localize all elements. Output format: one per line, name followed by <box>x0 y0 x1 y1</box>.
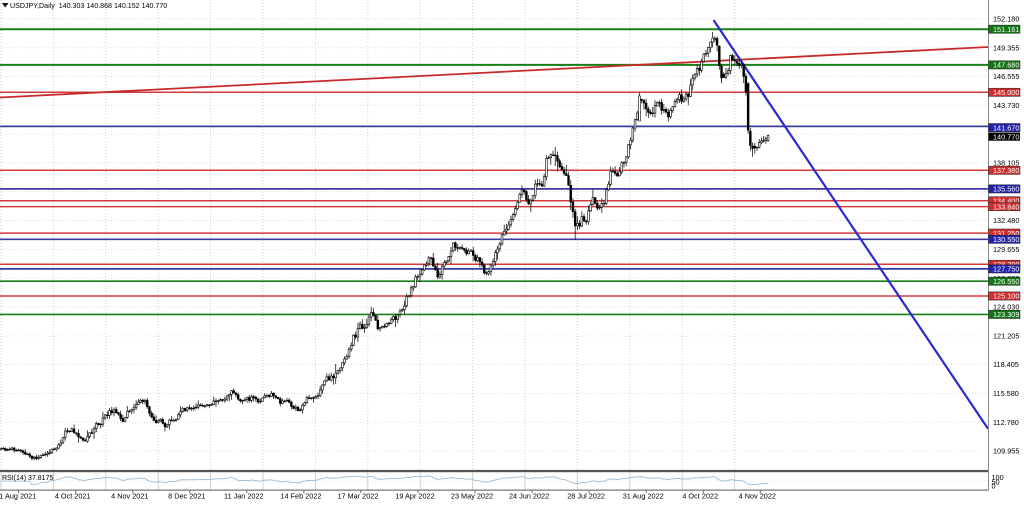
svg-text:17 Mar 2022: 17 Mar 2022 <box>337 492 378 501</box>
svg-text:134.400: 134.400 <box>993 197 1019 206</box>
svg-text:109.955: 109.955 <box>993 447 1019 456</box>
svg-text:115.580: 115.580 <box>993 389 1019 398</box>
svg-text:123.309: 123.309 <box>993 310 1019 319</box>
svg-text:31 Aug 2021: 31 Aug 2021 <box>0 492 36 501</box>
svg-text:130.550: 130.550 <box>993 235 1019 244</box>
svg-text:129.655: 129.655 <box>993 245 1019 254</box>
svg-text:140.770: 140.770 <box>993 132 1019 141</box>
svg-text:137.380: 137.380 <box>993 166 1019 175</box>
svg-text:151.161: 151.161 <box>993 25 1019 34</box>
svg-text:146.555: 146.555 <box>993 72 1019 81</box>
svg-text:118.405: 118.405 <box>993 360 1019 369</box>
svg-text:4 Nov 2021: 4 Nov 2021 <box>111 492 148 501</box>
svg-text:8 Dec 2021: 8 Dec 2021 <box>168 492 205 501</box>
svg-text:147.680: 147.680 <box>993 61 1019 70</box>
svg-text:4 Nov 2022: 4 Nov 2022 <box>739 492 776 501</box>
svg-text:125.100: 125.100 <box>993 292 1019 301</box>
svg-text:112.780: 112.780 <box>993 418 1019 427</box>
svg-text:19 Apr 2022: 19 Apr 2022 <box>395 492 434 501</box>
svg-text:128.200: 128.200 <box>993 260 1019 269</box>
svg-text:135.560: 135.560 <box>993 185 1019 194</box>
svg-text:USDJPY,Daily 140.303 140.868: USDJPY,Daily 140.303 140.868 140.152 140… <box>10 2 167 10</box>
svg-text:145.000: 145.000 <box>993 88 1019 97</box>
svg-text:50: 50 <box>992 478 1000 487</box>
svg-text:132.480: 132.480 <box>993 216 1019 225</box>
svg-text:124.030: 124.030 <box>993 303 1019 312</box>
svg-text:4 Oct 2022: 4 Oct 2022 <box>682 492 718 501</box>
svg-text:152.180: 152.180 <box>993 14 1019 23</box>
svg-text:100: 100 <box>992 473 1004 482</box>
svg-text:11 Jan 2022: 11 Jan 2022 <box>224 492 264 501</box>
svg-text:133.840: 133.840 <box>993 202 1019 211</box>
svg-text:138.105: 138.105 <box>993 159 1019 168</box>
svg-text:126.550: 126.550 <box>993 277 1019 286</box>
svg-text:23 May 2022: 23 May 2022 <box>451 492 493 501</box>
svg-text:141.670: 141.670 <box>993 123 1019 132</box>
svg-text:149.355: 149.355 <box>993 43 1019 52</box>
svg-text:131.250: 131.250 <box>993 229 1019 238</box>
svg-text:143.730: 143.730 <box>993 101 1019 110</box>
svg-text:14 Feb 2022: 14 Feb 2022 <box>280 492 321 501</box>
svg-text:121.205: 121.205 <box>993 332 1019 341</box>
svg-text:4 Oct 2021: 4 Oct 2021 <box>55 492 91 501</box>
svg-text:0: 0 <box>992 482 996 491</box>
svg-text:RSI(14) 37.8175: RSI(14) 37.8175 <box>2 475 53 482</box>
svg-text:31 Aug 2022: 31 Aug 2022 <box>623 492 664 501</box>
svg-text:127.750: 127.750 <box>993 265 1019 274</box>
svg-text:24 Jun 2022: 24 Jun 2022 <box>509 492 549 501</box>
svg-text:28 Jul 2022: 28 Jul 2022 <box>567 492 605 501</box>
